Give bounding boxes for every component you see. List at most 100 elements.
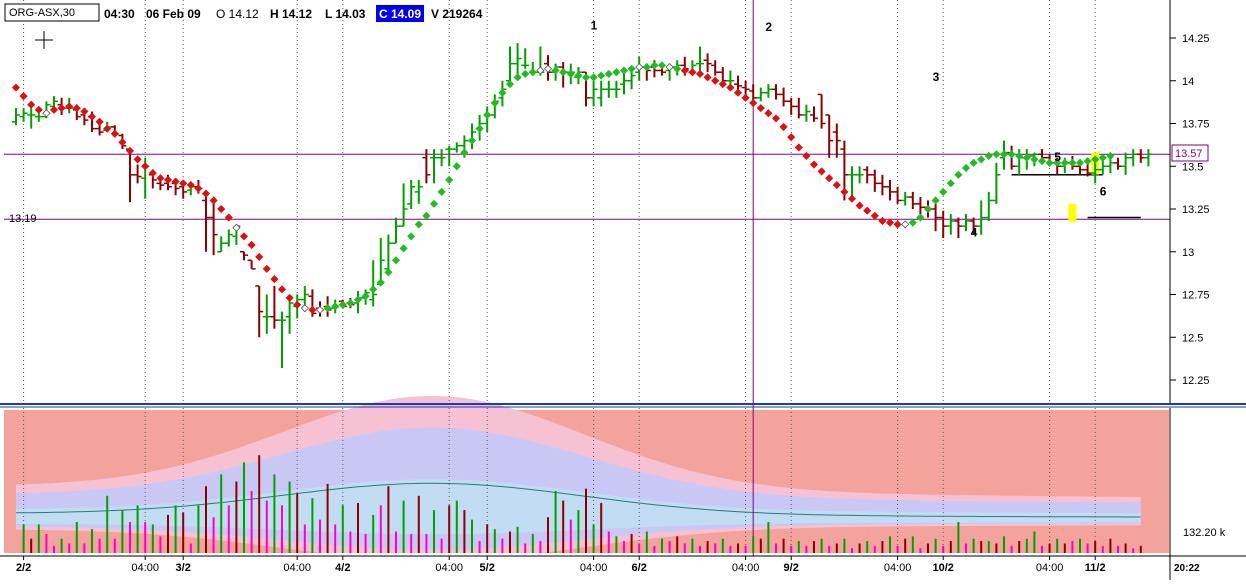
indicator-dot — [665, 63, 674, 72]
header-volume: V 219264 — [431, 7, 483, 21]
indicator-dot — [992, 150, 1001, 159]
indicator-dot — [331, 302, 340, 311]
indicator-dot — [1007, 150, 1016, 159]
indicator-dot — [999, 150, 1009, 159]
axis-layer: 14.25 14 13.75 13.5 13.25 13 12.75 12.5 12.25 2/2… — [16, 33, 1210, 574]
indicator-dot — [901, 220, 910, 229]
indicator-dot — [946, 179, 955, 188]
time-tick-label: 04:00 — [435, 562, 463, 574]
price-bar — [1091, 162, 1100, 184]
price-bar — [392, 217, 400, 244]
price-tick-label: 14.25 — [1182, 33, 1210, 45]
price-bar — [855, 166, 864, 184]
indicator-dot — [87, 112, 97, 121]
price-bar — [916, 197, 925, 215]
indicator-dot — [908, 218, 917, 227]
indicator-dot — [376, 278, 385, 287]
price-bar — [224, 229, 233, 247]
indicator-dot — [657, 61, 667, 70]
indicator-dot — [1091, 155, 1100, 164]
indicator-dot — [103, 124, 112, 133]
clock-label: 20:22 — [1174, 563, 1200, 574]
time-tick-label: 04:00 — [732, 562, 760, 574]
time-tick-label: 4/2 — [335, 562, 350, 574]
indicator-dot — [581, 73, 591, 82]
indicator-dot — [346, 298, 355, 308]
price-bar — [430, 149, 438, 184]
price-bar — [589, 80, 598, 107]
indicator-dot — [1053, 158, 1062, 167]
indicator-dot — [323, 304, 332, 313]
indicator-dot — [771, 114, 781, 123]
time-tick-label: 9/2 — [784, 562, 799, 574]
price-bar — [772, 84, 780, 100]
crosshair-icon[interactable] — [35, 31, 53, 49]
header-close: C 14.09 — [379, 7, 421, 21]
header-high: H 14.12 — [270, 7, 312, 21]
indicator-dot — [688, 68, 697, 77]
indicator-dot — [885, 218, 895, 227]
indicator-dot — [984, 151, 993, 161]
indicator-dot — [711, 76, 720, 85]
indicator-dot — [338, 300, 347, 309]
indicator-dot — [847, 194, 857, 203]
indicator-dot — [407, 232, 416, 241]
indicator-dot — [597, 71, 606, 80]
indicator-dot — [878, 216, 887, 226]
volume-tick-label: 132.20 k — [1183, 527, 1226, 539]
indicator-dot — [125, 146, 135, 155]
price-bar — [1129, 149, 1138, 167]
left-level-label: 13.19 — [9, 213, 37, 225]
indicator-dot — [870, 211, 879, 220]
price-bar — [1136, 149, 1145, 163]
price-bar — [984, 191, 993, 221]
price-dots-layer — [11, 61, 1115, 314]
indicator-dot — [300, 304, 309, 313]
indicator-dot — [270, 275, 279, 284]
indicator-dot — [27, 100, 36, 109]
indicator-dot — [855, 201, 864, 210]
indicator-dot — [923, 204, 933, 214]
indicator-dot — [232, 223, 241, 232]
price-bar — [133, 164, 142, 184]
indicator-dot — [437, 187, 446, 196]
price-bar — [513, 43, 522, 76]
indicator-dot — [832, 180, 841, 190]
indicator-dot — [118, 138, 127, 147]
indicator-dot — [642, 63, 651, 72]
time-tick-label: 10/2 — [932, 562, 953, 574]
annotation-label: 3 — [933, 70, 940, 84]
time-tick-label: 5/2 — [480, 562, 495, 574]
price-bar — [384, 234, 393, 273]
indicator-dot — [110, 129, 119, 138]
indicator-dot — [817, 167, 826, 176]
indicator-dot — [293, 300, 302, 309]
price-tick-label: 13.75 — [1182, 119, 1210, 131]
price-bar — [779, 87, 788, 107]
price-bar — [794, 97, 803, 119]
price-bar — [954, 217, 963, 239]
indicator-dot — [893, 220, 902, 229]
price-bar — [34, 113, 43, 122]
symbol-box[interactable] — [4, 3, 100, 22]
annotation-label: 4 — [971, 225, 978, 239]
price-bar — [255, 285, 264, 338]
indicator-dot — [490, 98, 499, 108]
indicator-dot — [483, 110, 492, 120]
highlight-box — [1068, 203, 1077, 222]
indicator-dot — [19, 92, 28, 101]
price-tick-label: 12.5 — [1182, 332, 1203, 344]
indicator-dot — [1083, 157, 1092, 166]
price-bar — [962, 214, 970, 232]
indicator-dot — [391, 256, 401, 265]
header-low: L 14.03 — [325, 7, 366, 21]
price-bar — [878, 174, 887, 196]
time-tick-label: 04:00 — [283, 562, 311, 574]
indicator-dot — [148, 169, 157, 178]
indicator-dot — [262, 264, 271, 273]
indicator-dot — [673, 64, 682, 73]
indicator-dot — [422, 211, 431, 220]
indicator-dot — [1022, 153, 1031, 162]
